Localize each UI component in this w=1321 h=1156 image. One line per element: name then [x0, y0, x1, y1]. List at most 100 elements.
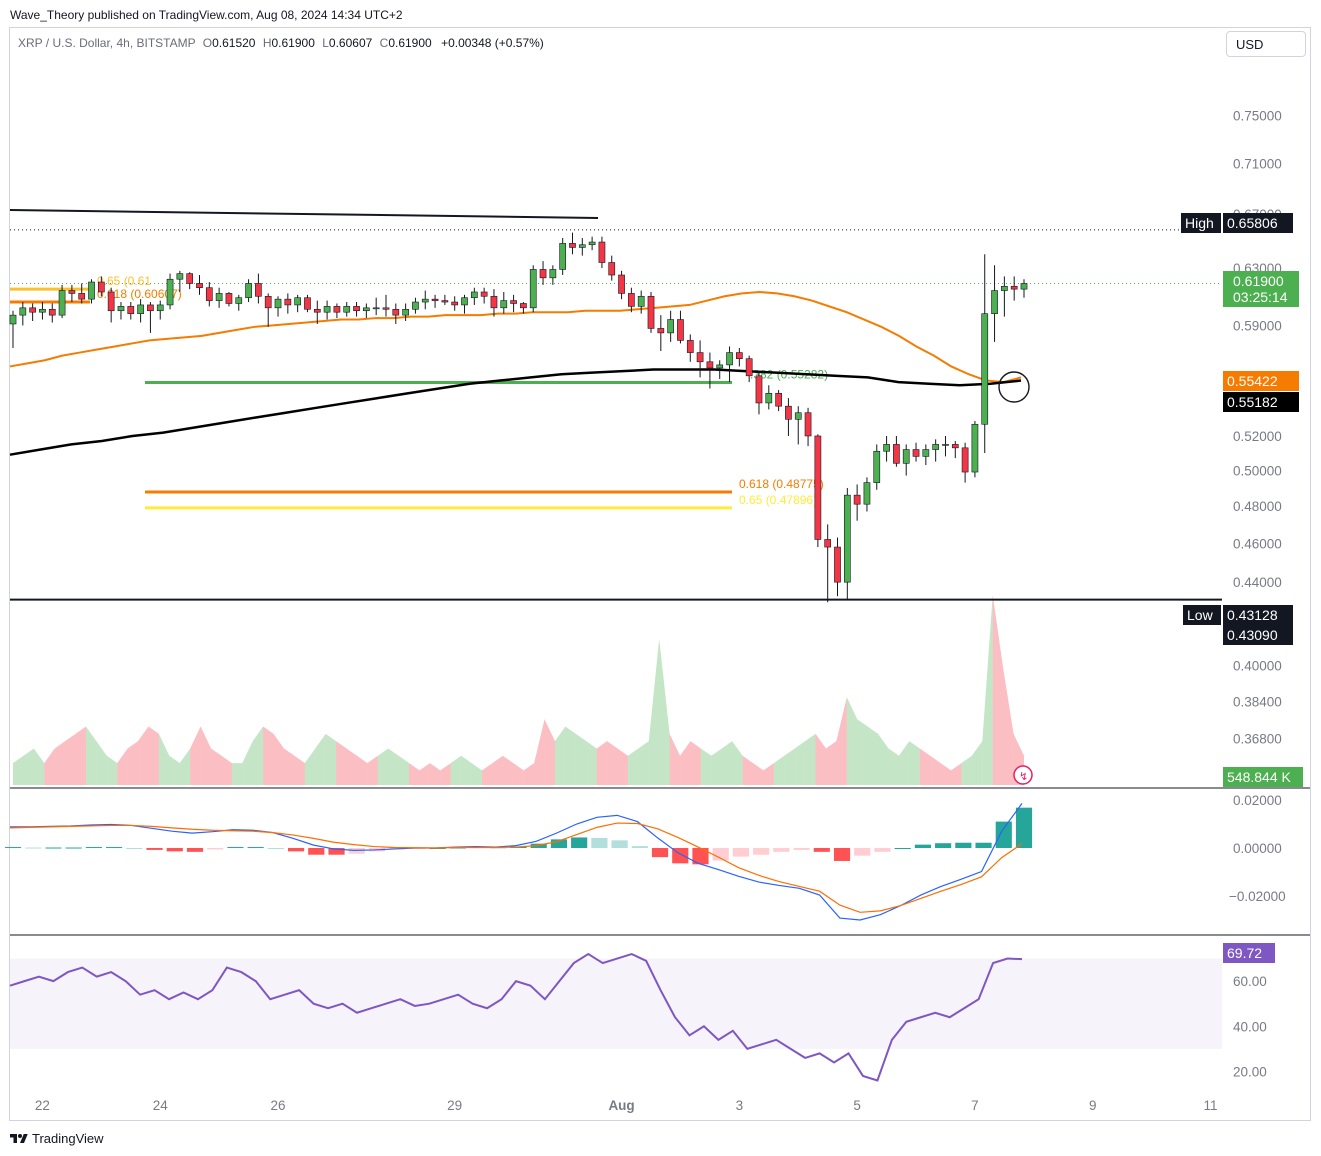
- candle-body: [1020, 283, 1028, 290]
- candle-body: [922, 449, 930, 457]
- volume-area: [138, 726, 149, 785]
- macd-histogram-bar: [651, 848, 669, 858]
- macd-axis-tick: 0.00000: [1233, 841, 1282, 856]
- candle-body: [863, 482, 871, 505]
- macd-histogram-bar: [146, 848, 163, 850]
- volume-area: [283, 748, 295, 785]
- volume-area: [732, 741, 743, 785]
- volume-tag-bg: [1223, 767, 1303, 787]
- volume-area: [304, 748, 316, 785]
- macd-histogram-bar: [550, 839, 568, 848]
- macd-histogram-bar: [308, 848, 325, 855]
- candle-body: [205, 287, 213, 301]
- volume-area: [836, 697, 847, 785]
- high-tag-value: 0.65806: [1227, 215, 1278, 231]
- volume-area: [85, 726, 97, 785]
- volume-area: [523, 763, 535, 785]
- candle-body: [117, 306, 125, 312]
- macd-histogram-bar: [975, 842, 992, 848]
- candle-body: [9, 314, 17, 325]
- volume-area: [992, 595, 1004, 785]
- candle-body: [412, 301, 419, 310]
- volume-area: [825, 741, 837, 785]
- candle-body: [912, 449, 920, 457]
- rsi-axis-tick: 60.00: [1233, 974, 1267, 989]
- volume-area: [242, 741, 253, 785]
- volume-area: [669, 733, 681, 785]
- macd-histogram-bar: [106, 847, 123, 849]
- volume-area: [263, 726, 274, 785]
- macd-histogram-bar: [4, 847, 22, 849]
- volume-area: [346, 748, 357, 785]
- macd-histogram-bar: [1015, 807, 1033, 848]
- candle-body: [785, 405, 792, 420]
- candle-body: [441, 300, 449, 303]
- rsi-line: [9, 952, 1023, 1082]
- volume-area: [33, 748, 45, 785]
- low-tag-label: Low: [1187, 607, 1214, 623]
- macd-histogram-bar: [813, 848, 830, 852]
- macd-histogram-bar: [955, 842, 972, 848]
- candle-body: [657, 328, 665, 334]
- macd-histogram-bar: [571, 837, 588, 848]
- candle-body: [529, 269, 537, 309]
- candle-body: [775, 392, 782, 407]
- candle-body: [549, 269, 557, 279]
- candle-body: [402, 308, 409, 316]
- candle-body: [58, 290, 66, 316]
- volume-area: [440, 763, 451, 785]
- volume-area: [961, 755, 972, 785]
- open-value: 0.61520: [212, 36, 256, 50]
- macd-histogram-bar: [793, 848, 810, 850]
- candle-body: [716, 364, 724, 369]
- time-axis-tick: 11: [1203, 1098, 1217, 1113]
- crossover-marker: [998, 371, 1030, 403]
- volume-area: [586, 741, 597, 785]
- macd-histogram-bar: [712, 848, 729, 861]
- chart-frame: [9, 27, 1311, 1121]
- candle-body: [343, 306, 351, 313]
- candle-body: [814, 435, 822, 540]
- candle-body: [696, 352, 704, 363]
- volume-area: [158, 733, 170, 785]
- time-axis-tick: 9: [1089, 1098, 1097, 1113]
- macd-histogram-bar: [287, 848, 305, 852]
- time-axis-tick: 22: [35, 1098, 50, 1113]
- rsi-band: [10, 958, 1222, 1049]
- time-axis-tick: 24: [153, 1098, 169, 1113]
- candle-body: [667, 319, 674, 334]
- candle-body: [48, 308, 56, 316]
- candle-body: [961, 447, 969, 473]
- macd-histogram-bar: [874, 848, 891, 852]
- fib-level-label: 0.65 (0.61: [97, 274, 151, 288]
- volume-area: [513, 763, 524, 785]
- change-value: +0.00348 (+0.57%): [441, 36, 544, 50]
- currency-button[interactable]: USD: [1226, 31, 1306, 57]
- macd-histogram-bar: [732, 848, 750, 857]
- candle-body: [1001, 285, 1008, 291]
- macd-histogram-bar: [894, 848, 911, 849]
- volume-area: [544, 719, 555, 785]
- candle-body: [392, 308, 400, 316]
- volume-area: [169, 755, 180, 785]
- candle-body: [19, 307, 27, 316]
- volume-area: [857, 719, 868, 785]
- volume-area: [492, 755, 503, 785]
- symbol-name[interactable]: XRP / U.S. Dollar, 4h, BITSTAMP: [18, 36, 196, 50]
- low-value: 0.60607: [328, 36, 373, 50]
- volume-area: [575, 733, 587, 785]
- candle-body: [637, 295, 645, 307]
- macd-histogram-bar: [227, 847, 244, 849]
- candle-body: [176, 273, 184, 280]
- volume-area: [231, 763, 243, 785]
- candle-body: [618, 274, 625, 294]
- price-axis-tick: 0.50000: [1233, 463, 1282, 478]
- ema-fast-line: [9, 290, 1022, 384]
- volume-area: [784, 748, 795, 785]
- volume-area: [44, 748, 55, 785]
- rsi-axis-tick: 20.00: [1233, 1064, 1267, 1079]
- candle-body: [97, 281, 105, 293]
- volume-area: [648, 638, 660, 785]
- volume-area: [179, 748, 191, 785]
